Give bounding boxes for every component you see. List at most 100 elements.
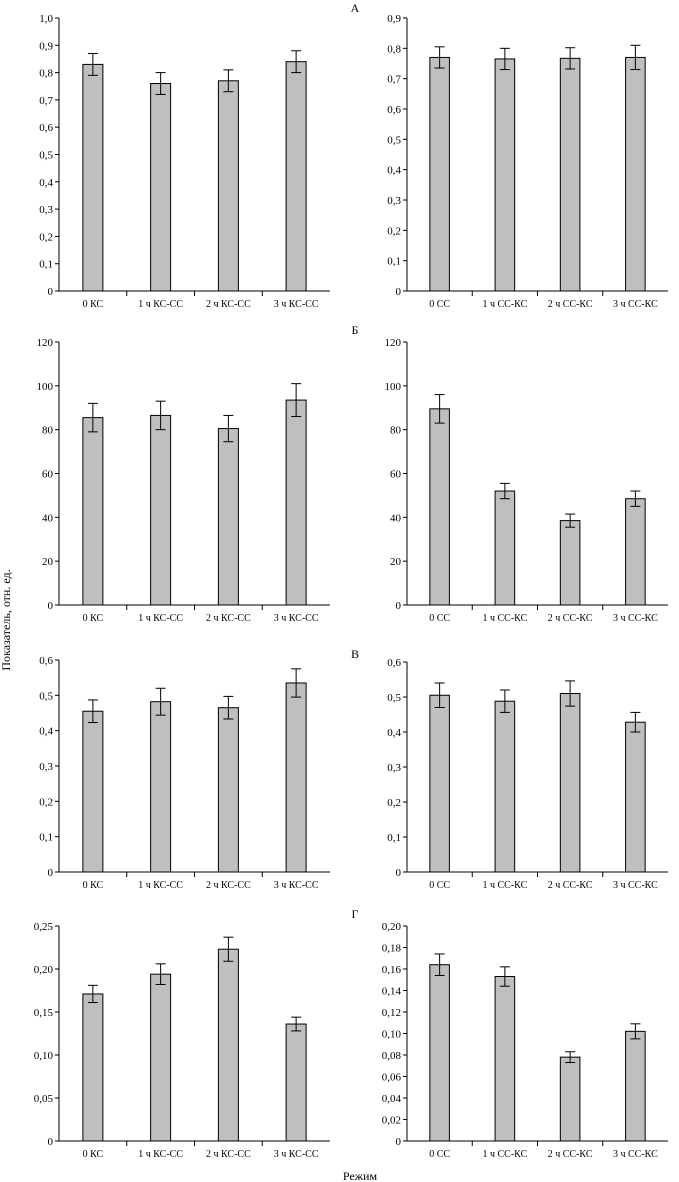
bar <box>429 408 450 606</box>
y-tick-label: 0,14 <box>382 986 402 998</box>
y-tick-label: 0,3 <box>39 761 53 773</box>
x-tick-label: 2 ч СС-КС <box>548 299 593 310</box>
x-tick-label: 3 ч СС-КС <box>613 1149 658 1160</box>
bar <box>559 693 581 873</box>
x-tick-label: 3 ч КС-СС <box>274 1149 319 1160</box>
bar <box>150 414 172 606</box>
x-tick-label: 2 ч КС-СС <box>206 1149 251 1160</box>
bar <box>285 399 307 606</box>
bar <box>150 701 172 873</box>
bar <box>494 490 516 606</box>
y-tick-label: 0,1 <box>39 259 53 271</box>
y-tick-label: 0,15 <box>34 1007 54 1019</box>
y-tick-label: 0,5 <box>387 692 401 704</box>
x-tick-label: 2 ч КС-СС <box>206 613 251 624</box>
y-tick-label: 80 <box>390 425 402 437</box>
y-axis-title: Показатель, отн. ед. <box>0 569 13 670</box>
x-tick-label: 1 ч КС-СС <box>138 299 183 310</box>
y-tick-label: 0,7 <box>39 95 53 107</box>
bar <box>82 417 104 606</box>
y-tick-label: 0,16 <box>382 964 402 976</box>
x-tick-label: 2 ч СС-КС <box>548 1149 593 1160</box>
x-tick-label: 0 КС <box>83 1149 104 1160</box>
y-tick-label: 0,8 <box>39 68 53 80</box>
x-tick-label: 0 КС <box>83 880 104 891</box>
x-tick-label: 1 ч СС-КС <box>482 299 527 310</box>
chart-panel: 0 0,02 0,04 0,06 0,08 0,10 0,12 0,14 0,16 0,18 0,2… <box>352 907 668 1160</box>
x-tick-label: 0 СС <box>429 1149 450 1160</box>
y-tick-label: 0,1 <box>39 832 53 844</box>
y-tick-label: 0,25 <box>34 921 54 933</box>
y-tick-label: 0,20 <box>382 921 402 933</box>
x-tick-label: 0 СС <box>429 880 450 891</box>
y-tick-label: 0 <box>396 600 402 612</box>
y-tick-label: 80 <box>42 425 54 437</box>
panel-letter: А <box>351 1 360 15</box>
x-tick-label: 2 ч КС-СС <box>206 299 251 310</box>
y-tick-label: 0,6 <box>39 122 53 134</box>
x-tick-label: 1 ч СС-КС <box>482 880 527 891</box>
y-tick-label: 0,3 <box>387 762 401 774</box>
bar <box>559 1056 581 1142</box>
x-tick-label: 1 ч КС-СС <box>138 1149 183 1160</box>
x-tick-label: 0 СС <box>429 299 450 310</box>
y-tick-label: 0,1 <box>387 832 401 844</box>
y-tick-label: 0,2 <box>387 797 401 809</box>
y-tick-label: 0 <box>396 1136 402 1148</box>
chart-panel: 0 0,1 0,2 0,3 0,4 0,5 0,6 0,7 0,8 0,9 0 СС 1 ч СС-К… <box>387 13 668 310</box>
y-tick-label: 0 <box>396 286 402 298</box>
y-tick-label: 60 <box>390 469 402 481</box>
y-tick-label: 0,4 <box>39 177 53 189</box>
y-tick-label: 0,2 <box>39 796 53 808</box>
y-tick-label: 100 <box>385 381 402 393</box>
y-tick-label: 40 <box>390 512 402 524</box>
x-axis-title: Режим <box>343 1169 378 1182</box>
y-tick-label: 0,12 <box>382 1007 401 1019</box>
x-tick-label: 2 ч СС-КС <box>548 613 593 624</box>
bar <box>494 58 516 292</box>
y-tick-label: 0 <box>48 867 54 879</box>
y-tick-label: 60 <box>42 469 54 481</box>
panel-letter: Б <box>352 323 359 337</box>
x-tick-label: 3 ч СС-КС <box>613 880 658 891</box>
bar <box>285 1023 307 1142</box>
y-tick-label: 0 <box>48 600 54 612</box>
bar <box>429 694 450 873</box>
bar <box>150 83 172 292</box>
bar <box>82 63 104 292</box>
y-tick-label: 40 <box>42 512 54 524</box>
y-tick-label: 0,10 <box>34 1050 54 1062</box>
y-tick-label: 120 <box>37 337 54 349</box>
y-tick-label: 0,5 <box>387 134 401 146</box>
bar <box>150 973 172 1142</box>
y-tick-label: 100 <box>37 381 54 393</box>
x-tick-label: 1 ч КС-СС <box>138 613 183 624</box>
panel-letter: Г <box>352 907 359 921</box>
y-tick-label: 0 <box>396 867 402 879</box>
y-tick-label: 0,1 <box>387 256 401 268</box>
y-tick-label: 0,9 <box>387 13 401 25</box>
x-tick-label: 0 СС <box>429 613 450 624</box>
bar <box>285 682 307 873</box>
x-tick-label: 3 ч КС-СС <box>274 880 319 891</box>
y-tick-label: 0,8 <box>387 43 401 55</box>
chart-panel: 0 20 40 60 80 100 120 0 КС 1 ч КС-СС 2 ч КС-СС 3 ч… <box>37 337 330 624</box>
bar <box>494 976 516 1142</box>
y-tick-label: 0,10 <box>382 1029 402 1041</box>
y-tick-label: 0,05 <box>34 1093 54 1105</box>
bar <box>559 57 581 292</box>
y-tick-label: 0,2 <box>387 225 401 237</box>
chart-panel: 0 20 40 60 80 100 120 0 СС 1 ч СС-КС 2 ч СС-КС 3 ч… <box>352 323 668 624</box>
x-tick-label: 3 ч КС-СС <box>274 299 319 310</box>
y-tick-label: 0,4 <box>387 165 401 177</box>
bar <box>82 993 104 1142</box>
chart-panel: 0 0,05 0,10 0,15 0,20 0,25 0 КС 1 ч КС-СС 2 ч КС… <box>34 921 330 1160</box>
x-tick-label: 3 ч КС-СС <box>274 613 319 624</box>
chart-panel: 0 0,1 0,2 0,3 0,4 0,5 0,6 0 КС 1 ч КС-СС 2 ч КС-С… <box>39 655 330 891</box>
y-tick-label: 0,04 <box>382 1093 402 1105</box>
y-tick-label: 1,0 <box>39 13 53 25</box>
bar <box>217 948 239 1142</box>
bar <box>625 56 646 292</box>
y-tick-label: 0,2 <box>39 231 53 243</box>
x-tick-label: 0 КС <box>83 299 104 310</box>
